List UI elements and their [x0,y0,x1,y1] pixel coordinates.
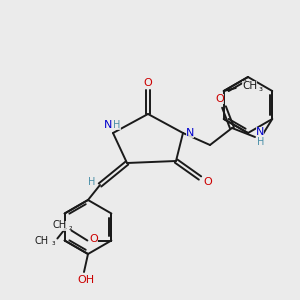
Text: O: O [216,94,224,104]
Text: ₃: ₃ [51,238,55,247]
Text: O: O [89,233,98,244]
Text: CH: CH [34,236,48,245]
Text: N: N [186,128,194,138]
Text: OH: OH [77,275,94,285]
Text: CH: CH [52,220,66,230]
Text: N: N [104,120,112,130]
Text: H: H [257,137,265,147]
Text: ₂: ₂ [68,223,72,232]
Text: CH: CH [242,81,257,91]
Text: ₃: ₃ [259,83,263,93]
Text: O: O [144,78,152,88]
Text: N: N [256,127,264,137]
Text: H: H [113,120,121,130]
Text: O: O [204,177,212,187]
Text: H: H [88,177,96,187]
